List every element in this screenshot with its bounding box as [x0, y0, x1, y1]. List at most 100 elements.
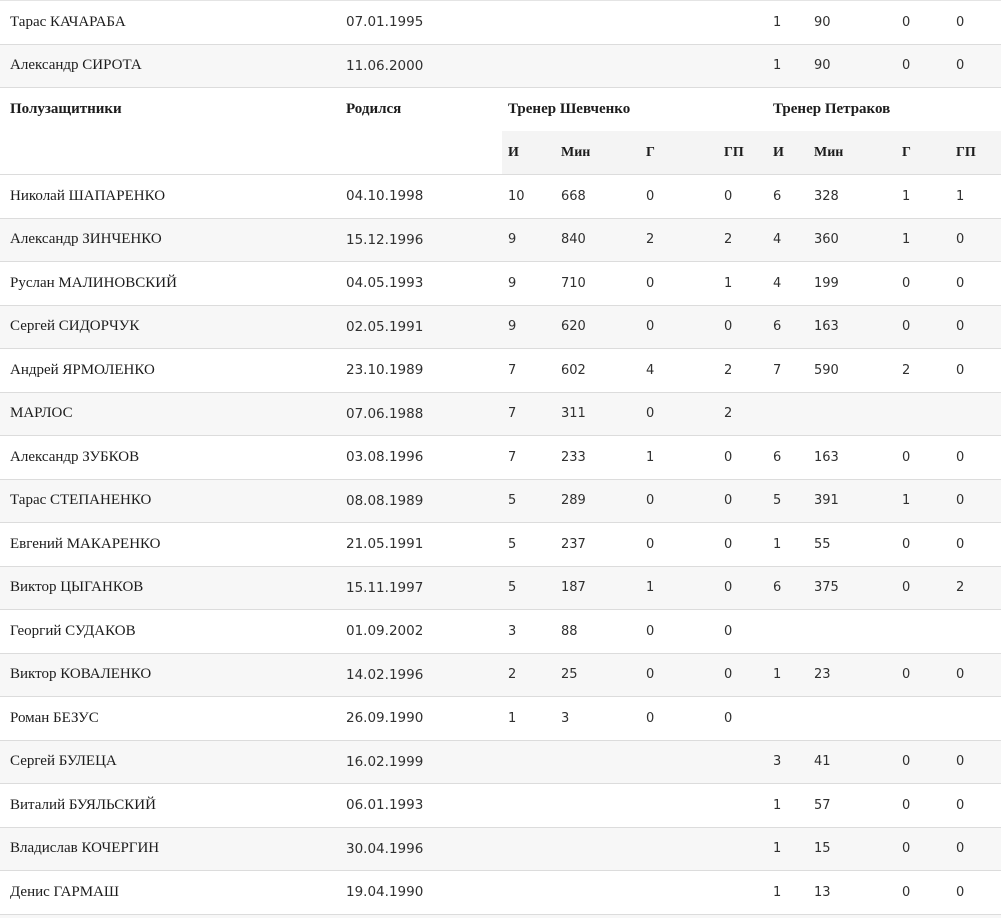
player-name: Александр ЗУБКОВ — [0, 435, 340, 480]
shevchenko-goals: 0 — [640, 696, 718, 741]
shevchenko-games: 1 — [502, 696, 555, 741]
shevchenko-games: 3 — [502, 609, 555, 654]
shevchenko-goals: 0 — [640, 522, 718, 567]
petrakov-assists: 0 — [950, 305, 1001, 349]
shevchenko-goals — [640, 0, 718, 45]
player-row: МАРЛОС 07.06.1988 7 311 0 2 — [0, 392, 1001, 436]
shevchenko-minutes — [555, 44, 640, 88]
table-header-row: Полузащитники Родился Тренер Шевченко Тр… — [0, 87, 1001, 131]
shevchenko-minutes: 311 — [555, 392, 640, 436]
birth-date: 02.05.1991 — [340, 305, 502, 349]
birth-date: 03.08.1996 — [340, 435, 502, 480]
shevchenko-assists: 2 — [718, 348, 767, 393]
shevchenko-assists: 0 — [718, 305, 767, 349]
player-row: Сергей СИДОРЧУК 02.05.1991 9 620 0 0 6 163 0 0 — [0, 305, 1001, 349]
shevchenko-assists: 0 — [718, 653, 767, 697]
birth-date: 15.11.1997 — [340, 566, 502, 610]
shevchenko-games — [502, 870, 555, 915]
shevchenko-assists: 1 — [718, 261, 767, 306]
shevchenko-goals: 0 — [640, 479, 718, 523]
player-name: Роман БЕЗУС — [0, 696, 340, 741]
player-row: Сергей БУЛЕЦА 16.02.1999 3 41 0 0 — [0, 740, 1001, 784]
shevchenko-goals — [640, 870, 718, 915]
petrakov-games: 1 — [767, 653, 808, 697]
column-header-shevchenko-games: И — [502, 131, 555, 175]
player-row: Тарас КАЧАРАБА 07.01.1995 1 90 0 0 — [0, 0, 1001, 45]
petrakov-goals — [896, 696, 950, 741]
player-name: Виталий БУЯЛЬСКИЙ — [0, 783, 340, 828]
player-name: Сергей БУЛЕЦА — [0, 740, 340, 784]
player-row: Виталий БУЯЛЬСКИЙ 06.01.1993 1 57 0 0 — [0, 783, 1001, 828]
shevchenko-games: 9 — [502, 218, 555, 262]
petrakov-games: 6 — [767, 174, 808, 219]
player-name: Владислав КОЧЕРГИН — [0, 827, 340, 871]
petrakov-games: 6 — [767, 435, 808, 480]
petrakov-games: 5 — [767, 479, 808, 523]
shevchenko-minutes: 25 — [555, 653, 640, 697]
petrakov-assists: 0 — [950, 435, 1001, 480]
petrakov-goals: 1 — [896, 174, 950, 219]
shevchenko-goals: 0 — [640, 609, 718, 654]
birth-date: 23.10.1989 — [340, 348, 502, 393]
petrakov-goals: 0 — [896, 305, 950, 349]
petrakov-games: 1 — [767, 783, 808, 828]
petrakov-minutes: 57 — [808, 783, 896, 828]
player-row: Андрей ЯРМОЛЕНКО 23.10.1989 7 602 4 2 7 590 2 0 — [0, 348, 1001, 393]
shevchenko-minutes — [555, 0, 640, 45]
player-row: Александр ЗИНЧЕНКО 15.12.1996 9 840 2 2 4 360 1 0 — [0, 218, 1001, 262]
shevchenko-assists: 0 — [718, 479, 767, 523]
player-name: Денис ГАРМАШ — [0, 870, 340, 915]
petrakov-assists: 0 — [950, 827, 1001, 871]
petrakov-goals — [896, 609, 950, 654]
shevchenko-games: 9 — [502, 261, 555, 306]
shevchenko-minutes: 710 — [555, 261, 640, 306]
petrakov-minutes: 199 — [808, 261, 896, 306]
player-row: Николай ШАПАРЕНКО 04.10.1998 10 668 0 0 6 328 1 1 — [0, 174, 1001, 219]
petrakov-assists: 0 — [950, 653, 1001, 697]
column-header-petrakov-games: И — [767, 131, 808, 175]
coach-shevchenko-header: Тренер Шевченко — [502, 87, 767, 131]
column-header-petrakov-goals: Г — [896, 131, 950, 175]
petrakov-minutes: 590 — [808, 348, 896, 393]
shevchenko-goals: 4 — [640, 348, 718, 393]
player-name: МАРЛОС — [0, 392, 340, 436]
shevchenko-goals — [640, 783, 718, 828]
petrakov-goals: 0 — [896, 522, 950, 567]
subheader-spacer-name — [0, 131, 340, 175]
column-header-shevchenko-minutes: Мин — [555, 131, 640, 175]
header-rows: Полузащитники Родился Тренер Шевченко Тр… — [0, 87, 1001, 175]
petrakov-games: 6 — [767, 566, 808, 610]
player-row: Александр ЗУБКОВ 03.08.1996 7 233 1 0 6 163 0 0 — [0, 435, 1001, 480]
player-name: Тарас КАЧАРАБА — [0, 0, 340, 45]
petrakov-minutes: 23 — [808, 653, 896, 697]
birth-date: 06.01.1993 — [340, 783, 502, 828]
shevchenko-minutes: 289 — [555, 479, 640, 523]
column-header-shevchenko-assists: ГП — [718, 131, 767, 175]
petrakov-minutes — [808, 609, 896, 654]
shevchenko-goals — [640, 827, 718, 871]
petrakov-games: 4 — [767, 261, 808, 306]
next-row-sliver — [0, 914, 1001, 918]
shevchenko-assists: 0 — [718, 696, 767, 741]
player-name: Тарас СТЕПАНЕНКО — [0, 479, 340, 523]
shevchenko-games: 10 — [502, 174, 555, 219]
petrakov-assists: 0 — [950, 218, 1001, 262]
petrakov-games: 1 — [767, 44, 808, 88]
petrakov-goals: 0 — [896, 653, 950, 697]
petrakov-games: 1 — [767, 827, 808, 871]
petrakov-assists: 0 — [950, 479, 1001, 523]
birth-date: 30.04.1996 — [340, 827, 502, 871]
petrakov-goals: 0 — [896, 0, 950, 45]
player-row: Виктор ЦЫГАНКОВ 15.11.1997 5 187 1 0 6 375 0 2 — [0, 566, 1001, 610]
shevchenko-games — [502, 44, 555, 88]
birth-date: 07.01.1995 — [340, 0, 502, 45]
shevchenko-assists — [718, 740, 767, 784]
shevchenko-minutes — [555, 783, 640, 828]
birth-date: 04.10.1998 — [340, 174, 502, 219]
petrakov-assists — [950, 392, 1001, 436]
previous-section-rows: Тарас КАЧАРАБА 07.01.1995 1 90 0 0 Александр С… — [0, 0, 1001, 88]
shevchenko-games: 7 — [502, 348, 555, 393]
midfielder-rows: Николай ШАПАРЕНКО 04.10.1998 10 668 0 0 6 328 1 1… — [0, 174, 1001, 915]
petrakov-games: 1 — [767, 522, 808, 567]
